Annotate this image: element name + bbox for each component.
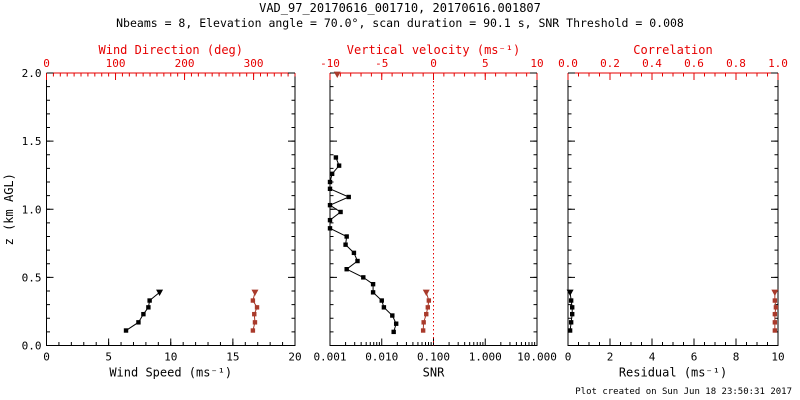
tick-label: 10 [530, 57, 543, 70]
vertical-velocity-profile [420, 289, 432, 333]
tick-label: 0.8 [726, 57, 746, 70]
tick-label: 0 [430, 57, 437, 70]
tick-label: 0.4 [642, 57, 662, 70]
tick-label: 10 [771, 351, 784, 364]
tick-label: Wind Speed (ms⁻¹) [109, 366, 232, 380]
clipped-vertical-velocity-marker [333, 71, 341, 78]
tick-label: 1.0 [768, 57, 788, 70]
tick-label: 0.010 [365, 351, 398, 364]
tick-label: 8 [733, 351, 740, 364]
tick-label: 2.0 [22, 67, 42, 80]
tick-label: 20 [288, 351, 301, 364]
tick-label: 1.5 [22, 135, 42, 148]
tick-label: 5 [482, 57, 489, 70]
tick-label: 10.000 [517, 351, 557, 364]
tick-label: 6 [691, 351, 698, 364]
tick-label: 15 [226, 351, 239, 364]
tick-label: 0.001 [313, 351, 346, 364]
tick-label: 1.0 [22, 203, 42, 216]
tick-label: SNR [423, 366, 445, 380]
tick-label: 2 [607, 351, 614, 364]
correlation-profile [771, 289, 779, 333]
tick-label: 1.000 [469, 351, 502, 364]
wind-speed-profile [123, 289, 164, 333]
tick-label: 0 [565, 351, 572, 364]
plot-title: VAD_97_20170616_001710, 20170616.001807 [259, 1, 541, 15]
tick-label: 5 [105, 351, 112, 364]
tick-label: 200 [175, 57, 195, 70]
tick-label: 100 [106, 57, 126, 70]
tick-label: 0 [43, 351, 50, 364]
tick-label: Wind Direction (deg) [99, 43, 244, 57]
tick-label: -5 [375, 57, 388, 70]
plot-subtitle: Nbeams = 8, Elevation angle = 70.0°, sca… [116, 16, 684, 30]
tick-label: 0.6 [684, 57, 704, 70]
tick-label: 300 [244, 57, 264, 70]
snr-profile [327, 155, 399, 335]
panel-snr: 0.001 0.010 0.100 1.000 10.000 SNR -10 -5 0 5 10 Ve… [313, 43, 556, 380]
tick-label: -10 [320, 57, 340, 70]
tick-label: 0.2 [600, 57, 620, 70]
tick-label: 0.5 [22, 271, 42, 284]
wind-direction-profile [250, 289, 260, 333]
residual-profile [566, 289, 575, 333]
tick-label: 10 [164, 351, 177, 364]
tick-label: z (km AGL) [2, 173, 16, 245]
tick-label: 0.0 [22, 340, 42, 353]
panel-residual: 0 2 4 6 8 10 Residual (ms⁻¹) 0.0 0.2 0.4 0.6 0.8 1.0… [558, 43, 788, 380]
plot-credit: Plot created on Sun Jun 18 23:50:31 2017 [575, 387, 792, 397]
tick-label: 0.100 [417, 351, 450, 364]
tick-label: Correlation [633, 43, 712, 57]
tick-label: Residual (ms⁻¹) [619, 366, 727, 380]
panel-wind: 0 5 10 15 20 Wind Speed (ms⁻¹) 0 100 200 300Wind … [2, 43, 302, 380]
tick-label: 4 [649, 351, 656, 364]
tick-label: Vertical velocity (ms⁻¹) [347, 43, 520, 57]
tick-label: 0.0 [558, 57, 578, 70]
tick-label: 0 [43, 57, 50, 70]
